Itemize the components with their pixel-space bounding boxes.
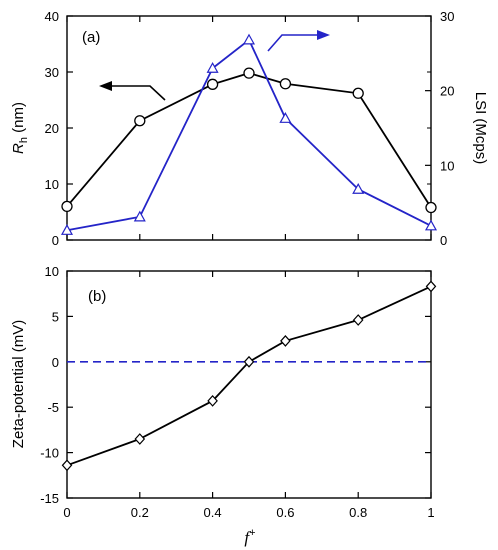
panel-a-left-axis-title: Rh (nm)	[10, 102, 30, 154]
bottom-tick-label: 0.6	[276, 505, 294, 520]
series-1-point	[206, 62, 219, 73]
series-0-point	[206, 78, 219, 90]
panel-a-right-axis-title: LSI (Mcps)	[472, 92, 489, 165]
zeta-point	[134, 433, 146, 445]
bottom-tick-label: 1	[427, 505, 434, 520]
panel-a-bottom-ticks	[66, 16, 432, 240]
zeta-line	[66, 285, 432, 467]
bottom-tick-label: 0.4	[204, 505, 222, 520]
panel-b-frame	[66, 270, 432, 499]
left-tick-label: 20	[45, 121, 59, 136]
xlabel-sup: +	[249, 527, 255, 539]
panel-b-x-axis-title: f+	[244, 527, 255, 547]
panel-b-bottom-ticks: 0 0.2 0.4 0.6 0.8 1	[63, 271, 435, 520]
series-0-point	[279, 78, 292, 90]
bottom-tick-label: 0	[63, 505, 70, 520]
panel-a: (a) 0 10 20 30 40 0 10 20 30 Rh (nm) LSI (Mcps)	[10, 9, 489, 248]
series-0-point	[352, 87, 364, 99]
ylabel-main: R	[10, 143, 27, 154]
left-tick-label: -15	[40, 491, 59, 506]
left-axis-arrow	[99, 81, 166, 101]
series-0-point	[425, 201, 437, 214]
left-tick-label: 5	[52, 309, 59, 324]
panel-a-right-ticks: 0 10 20 30	[425, 9, 454, 248]
left-tick-label: 0	[52, 355, 59, 370]
right-tick-label: 20	[440, 84, 454, 99]
bottom-tick-label: 0.2	[131, 505, 149, 520]
left-tick-label: 0	[52, 233, 59, 248]
right-tick-label: 0	[440, 233, 447, 248]
right-tick-label: 10	[440, 158, 454, 173]
zeta-point	[280, 335, 291, 347]
panel-b-series	[61, 280, 437, 472]
panel-a-frame	[66, 15, 432, 241]
left-tick-label: 10	[45, 177, 59, 192]
series-1-point	[60, 224, 74, 235]
panel-a-label: (a)	[82, 29, 100, 46]
zeta-point	[61, 459, 73, 472]
panel-b: (b) -15 -10 -5 0 5 10 0 0.2 0.4 0.6 0.8 1 Zeta-pot…	[10, 264, 437, 547]
series-0-point	[134, 115, 146, 127]
series-1-point	[133, 210, 146, 222]
series-0-line	[66, 72, 432, 209]
right-axis-arrow	[267, 30, 330, 52]
panel-b-left-ticks: -15 -10 -5 0 5 10	[40, 264, 431, 506]
zeta-point	[207, 394, 218, 407]
ylabel-unit: (nm)	[10, 102, 27, 137]
left-tick-label: 10	[45, 264, 59, 279]
ylabel-sub: h	[18, 137, 30, 143]
panel-b-left-axis-title: Zeta-potential (mV)	[10, 320, 27, 448]
zeta-point	[243, 355, 255, 368]
left-tick-label: -5	[47, 400, 59, 415]
series-1-point	[424, 219, 438, 231]
zeta-point	[425, 280, 437, 293]
panel-b-label: (b)	[88, 288, 106, 305]
right-tick-label: 30	[440, 9, 454, 24]
series-0-point	[61, 200, 73, 213]
panel-a-left-ticks: 0 10 20 30 40	[45, 9, 431, 248]
zeta-point	[352, 314, 364, 326]
left-tick-label: 30	[45, 65, 59, 80]
xlabel: f	[244, 528, 251, 547]
panel-a-series	[60, 33, 438, 235]
series-1-point	[352, 182, 365, 194]
left-tick-label: -10	[40, 446, 59, 461]
left-tick-label: 40	[45, 9, 59, 24]
series-1-point	[242, 33, 256, 45]
series-0-point	[243, 67, 255, 79]
bottom-tick-label: 0.8	[349, 505, 367, 520]
series-1-point	[279, 112, 292, 123]
